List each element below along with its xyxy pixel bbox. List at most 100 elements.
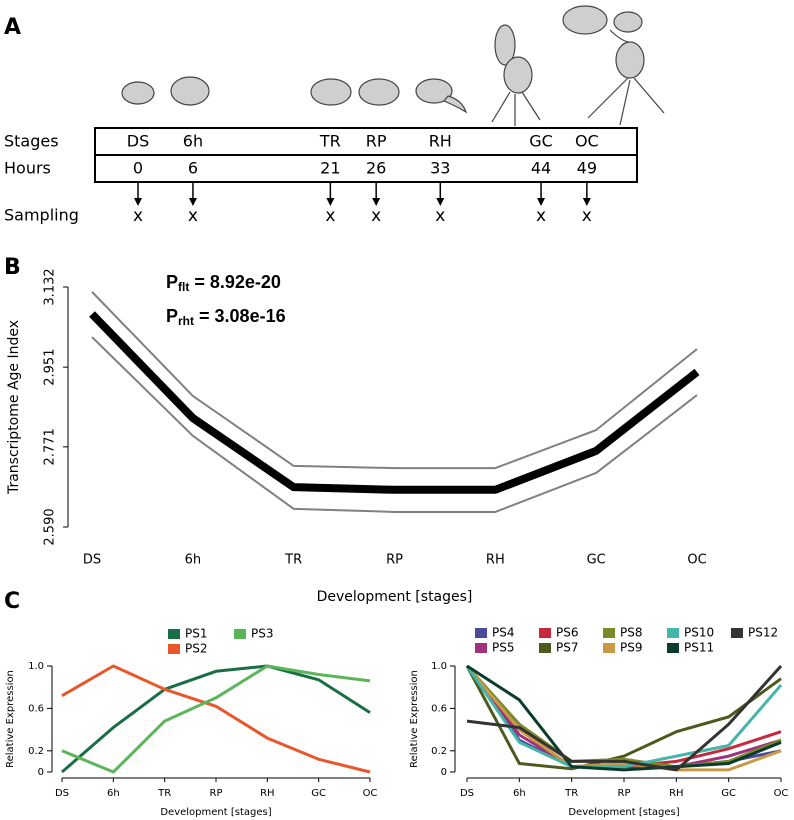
series-line <box>465 665 782 772</box>
annotation-main: P <box>166 306 178 326</box>
series-line <box>465 665 783 769</box>
roots <box>491 91 541 126</box>
x-tick-label: GC <box>587 553 606 568</box>
annotation-tail: = 8.92e-20 <box>189 272 281 292</box>
row-label: Hours <box>4 159 51 178</box>
sampling-mark: x <box>371 206 381 226</box>
annotation-subscript: rht <box>178 314 194 328</box>
legend-swatch <box>234 629 246 639</box>
arrow-head <box>134 198 142 206</box>
x-tick-label: RH <box>669 788 683 799</box>
seedling <box>615 41 645 79</box>
panel-label: B <box>4 255 21 280</box>
series-line <box>466 664 783 772</box>
arrow-head <box>372 198 381 206</box>
seedling <box>562 5 608 35</box>
x-tick-label: 6h <box>185 553 202 568</box>
seedling <box>503 56 533 94</box>
x-tick-label: DS <box>83 553 101 568</box>
seed <box>415 78 453 104</box>
legend-swatch <box>603 628 615 638</box>
arrow-head <box>326 198 335 206</box>
annotation: Pflt = 8.92e-20 <box>166 272 281 294</box>
legend-label: PS9 <box>620 641 643 655</box>
legend-swatch <box>603 643 615 653</box>
y-tick-label: 0.2 <box>28 746 44 757</box>
y-tick-label: 0.6 <box>431 703 447 714</box>
legend-label: PS7 <box>556 641 579 655</box>
x-tick-label: RH <box>486 553 505 568</box>
legend-label: PS10 <box>684 626 714 640</box>
arrow-head <box>582 198 591 206</box>
y-tick-label: 0 <box>441 767 447 778</box>
legend-swatch <box>539 643 551 653</box>
y-tick-label: 2.590 <box>43 508 58 545</box>
stage-table <box>94 127 638 183</box>
seed <box>121 81 155 105</box>
x-tick-label: RP <box>386 553 403 568</box>
legend-label: PS8 <box>620 626 643 640</box>
legend-swatch <box>667 643 679 653</box>
legend-label: PS6 <box>556 626 579 640</box>
y-axis-title: Relative Expression <box>409 670 420 768</box>
radicle <box>443 95 468 114</box>
y-tick-label: 1.0 <box>28 661 44 672</box>
sampling-mark: x <box>188 206 198 226</box>
seed <box>310 78 352 106</box>
y-tick-label: 3.132 <box>43 268 58 305</box>
y-tick-label: 1.0 <box>431 661 447 672</box>
seed <box>170 76 210 106</box>
legend-swatch <box>168 644 180 654</box>
annotation-subscript: flt <box>178 280 189 294</box>
stage-label: TR <box>319 132 341 151</box>
legend-label: PS4 <box>492 626 515 640</box>
x-tick-label: RH <box>260 788 274 799</box>
sampling-mark: x <box>435 206 445 226</box>
row-label: Sampling <box>4 206 79 225</box>
seedling <box>494 24 516 66</box>
y-tick-label: 2.771 <box>43 428 58 465</box>
y-tick-label: 0.6 <box>28 703 44 714</box>
series-line <box>465 665 782 771</box>
legend-swatch <box>667 628 679 638</box>
x-axis-title: Development [stages] <box>160 807 271 818</box>
legend-label: PS5 <box>492 641 515 655</box>
hour-label: 33 <box>430 159 450 178</box>
x-tick-label: DS <box>460 788 474 799</box>
hour-label: 49 <box>577 159 597 178</box>
series-line <box>61 664 371 774</box>
y-tick-label: 0.2 <box>431 746 447 757</box>
legend-swatch <box>475 628 487 638</box>
legend-label: PS3 <box>251 627 274 641</box>
series-line <box>61 664 371 774</box>
arrow-head <box>436 198 445 206</box>
x-axis-title: Development [stages] <box>317 589 473 605</box>
series-line <box>465 664 782 769</box>
hour-label: 21 <box>320 159 340 178</box>
sampling-mark: x <box>536 206 546 226</box>
seed <box>358 78 400 106</box>
sampling-mark: x <box>325 206 335 226</box>
legend-label: PS11 <box>684 641 714 655</box>
sampling-mark: x <box>582 206 592 226</box>
x-tick-label: RP <box>210 788 223 799</box>
hour-label: 0 <box>133 159 143 178</box>
legend-swatch <box>168 629 180 639</box>
panel-label: C <box>4 589 20 614</box>
x-tick-label: TR <box>564 788 578 799</box>
sampling-mark: x <box>133 206 143 226</box>
y-axis-title: Relative Expression <box>5 670 16 768</box>
stage-label: RH <box>429 132 452 151</box>
stage-label: RP <box>366 132 387 151</box>
seed-illustrations <box>121 5 665 126</box>
stage-label: 6h <box>183 132 203 151</box>
x-tick-label: GC <box>311 788 326 799</box>
x-tick-label: OC <box>687 553 706 568</box>
stage-label: GC <box>529 132 553 151</box>
y-axis-title: Transcriptome Age Index <box>6 320 22 495</box>
hour-label: 44 <box>531 159 551 178</box>
x-axis-title: Development [stages] <box>568 807 679 818</box>
series-line <box>61 664 371 774</box>
legend-label: PS1 <box>185 627 208 641</box>
